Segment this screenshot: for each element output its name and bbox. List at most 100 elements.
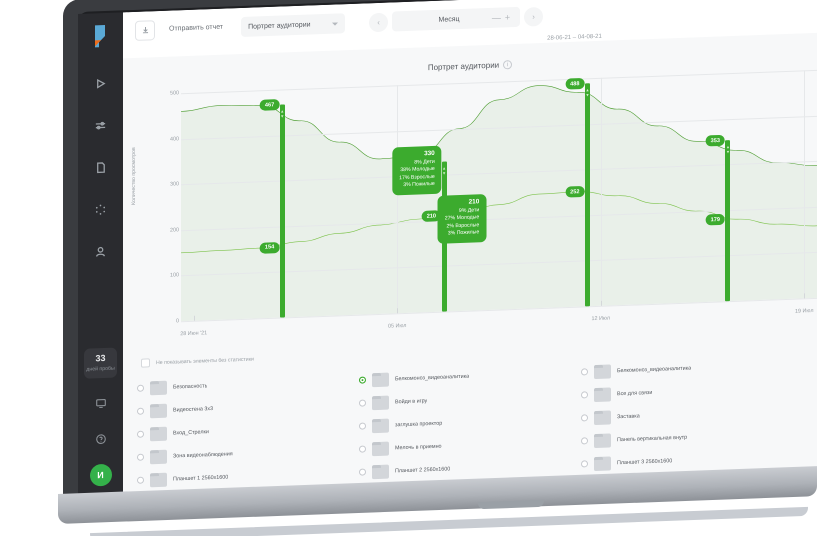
list-item-label: Планшет 1 2560х1600 xyxy=(173,473,229,483)
list-item-radio[interactable] xyxy=(137,407,144,415)
trial-days-label: дней пробы xyxy=(86,365,115,373)
chart-tooltip: 210 9% Дети 27% Молодые 2% Взрослые 3% Пожил… xyxy=(437,193,487,244)
chart-selection-bar[interactable]: ▲ ▼ xyxy=(725,140,731,302)
list-item-label: Заставка xyxy=(617,412,640,420)
list-item-label: Видеостена 3х3 xyxy=(173,405,214,414)
x-axis-tick: 28 Июн '21 xyxy=(180,330,208,338)
list-item-radio[interactable] xyxy=(581,368,588,376)
export-report-button[interactable] xyxy=(135,20,155,41)
y-axis-label: Количество просмотров xyxy=(131,147,137,206)
report-type-value: Портрет аудитории xyxy=(248,20,311,31)
list-item-label: Белкомоноз_видеоаналитика xyxy=(617,365,692,374)
chart-value-pill[interactable]: 252 xyxy=(565,186,585,198)
list-item-thumbnail xyxy=(372,441,389,456)
y-axis-tick: 100 xyxy=(170,272,179,280)
element-column: Белкомоноз_видеоаналитика Войди в игру заг… xyxy=(359,361,581,484)
sidebar-item-document[interactable] xyxy=(86,155,116,186)
chart-tooltip: 330 8% Дети 38% Молодые 17% Взрослые 3% Пожи… xyxy=(392,145,442,196)
list-item-thumbnail xyxy=(372,418,389,433)
avatar[interactable]: И xyxy=(89,463,112,487)
sidebar-item-help[interactable] xyxy=(88,428,114,455)
report-type-select[interactable]: Портрет аудитории xyxy=(241,13,346,38)
tooltip-value: 210 xyxy=(468,198,480,206)
element-column: Белкомоноз_видеоаналитика Все для связи За… xyxy=(581,352,803,475)
hide-empty-label: Не показывать элементы без статистики xyxy=(156,356,254,366)
x-axis-tickmark xyxy=(397,308,399,314)
list-item-radio[interactable] xyxy=(581,391,588,399)
list-item-thumbnail xyxy=(150,380,167,395)
chart-selection-bar[interactable]: ▲ ▼ xyxy=(585,83,591,307)
chart-value-pill[interactable]: 179 xyxy=(705,214,725,226)
document-icon xyxy=(94,161,107,179)
x-axis-tickmark xyxy=(600,300,602,306)
sidebar-item-analytics[interactable] xyxy=(86,197,116,228)
y-axis-tick: 0 xyxy=(176,318,179,325)
element-column: Безопасность Видеостена 3х3 Вход_Стрелки Зо… xyxy=(137,369,359,492)
x-axis-tick: 12 Июл xyxy=(591,315,610,323)
chart-value-pill[interactable]: 154 xyxy=(259,241,280,254)
hide-empty-checkbox[interactable] xyxy=(141,358,150,368)
list-item-label: Зона видеонаблюдения xyxy=(173,450,233,460)
list-item-radio[interactable] xyxy=(137,430,144,438)
chart-selection-bar[interactable]: ▲ ▼ xyxy=(279,104,285,318)
list-item-radio[interactable] xyxy=(359,422,366,430)
y-axis-tick: 200 xyxy=(170,227,179,234)
trial-badge[interactable]: 33 дней пробы xyxy=(84,347,117,379)
sidebar-item-sliders[interactable] xyxy=(86,113,116,144)
chart-line xyxy=(181,183,817,253)
x-axis-tickmark xyxy=(193,315,195,321)
list-item-thumbnail xyxy=(372,464,389,479)
dots-circle-icon xyxy=(94,203,107,221)
chart-value-pill[interactable]: 467 xyxy=(259,99,280,111)
chart-area-fill xyxy=(181,85,817,322)
list-item-radio[interactable] xyxy=(581,414,588,422)
trial-days-count: 33 xyxy=(95,352,106,363)
period-decrease-button[interactable]: — xyxy=(491,12,501,23)
bar-handle-icon: ▲ ▼ xyxy=(442,165,447,176)
next-period-button[interactable]: › xyxy=(524,6,544,27)
list-item-radio[interactable] xyxy=(359,445,366,453)
list-item-label: Планшет 3 2560х1600 xyxy=(617,457,673,466)
list-item-label: Белкомоноз_видеоаналитика xyxy=(395,373,470,382)
list-item-radio[interactable] xyxy=(581,437,588,445)
prev-period-button[interactable]: ‹ xyxy=(369,12,389,32)
info-icon[interactable]: i xyxy=(503,60,513,70)
bar-handle-icon: ▲ ▼ xyxy=(585,87,590,98)
period-select[interactable]: Месяц — + xyxy=(392,6,521,32)
sidebar-item-play[interactable] xyxy=(86,71,116,102)
sidebar-item-monitor[interactable] xyxy=(88,392,114,419)
monitor-icon xyxy=(95,396,107,414)
sidebar-item-profile[interactable] xyxy=(86,239,116,270)
list-item-radio[interactable] xyxy=(359,399,366,407)
x-axis-tickmark xyxy=(804,293,806,299)
list-item-thumbnail xyxy=(594,455,611,471)
list-item-radio[interactable] xyxy=(137,384,144,392)
chart-value-pill[interactable]: 488 xyxy=(565,78,585,91)
person-icon xyxy=(94,245,107,263)
export-report-label[interactable]: Отправить отчет xyxy=(169,23,224,33)
chart-area: Количество просмотров 0 100 200 300 400 500 28… xyxy=(123,62,817,349)
list-item-thumbnail xyxy=(594,363,611,379)
grid-line-vertical xyxy=(600,77,602,306)
chart-plot[interactable]: 0 100 200 300 400 500 28 Июн '21 05 Июл 12 Июл 19… xyxy=(170,69,817,337)
bar-handle-icon: ▲ ▼ xyxy=(280,108,285,119)
list-item-radio[interactable] xyxy=(581,460,588,468)
list-item-label: заглушка проектор xyxy=(395,420,443,428)
y-axis-tick: 300 xyxy=(170,181,179,188)
brand-logo[interactable] xyxy=(90,23,112,50)
chart-title: Портрет аудитории xyxy=(427,60,500,73)
period-increase-button[interactable]: + xyxy=(504,12,511,23)
list-item-label: Безопасность xyxy=(173,382,208,391)
list-item-radio[interactable] xyxy=(359,376,366,384)
list-item-radio[interactable] xyxy=(137,476,144,484)
list-item-radio[interactable] xyxy=(137,453,144,461)
list-item-thumbnail xyxy=(594,432,611,448)
list-item-radio[interactable] xyxy=(359,468,366,476)
list-item-label: Все для связи xyxy=(617,389,653,397)
chart-value-pill[interactable]: 353 xyxy=(705,134,725,147)
tooltip-row: 3% Пожилые xyxy=(403,180,435,189)
bar-handle-icon: ▲ ▼ xyxy=(725,144,730,155)
x-axis-tick: 05 Июл xyxy=(388,322,407,330)
sidebar: 33 дней пробы И xyxy=(78,12,123,497)
